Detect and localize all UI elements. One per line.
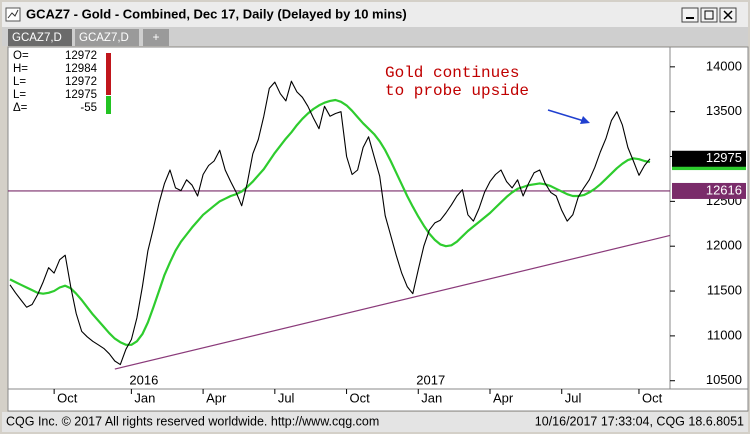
time-axis xyxy=(7,388,749,412)
year-label: 2016 xyxy=(129,372,158,387)
last-price-tag: 12975 xyxy=(706,150,742,165)
annotation-arrow xyxy=(547,109,585,122)
plot-area xyxy=(7,46,671,390)
y-tick-label: 13500 xyxy=(706,103,742,118)
quote-box-bg xyxy=(10,49,112,115)
quote-value: 12984 xyxy=(65,63,98,75)
plot xyxy=(8,80,671,370)
y-tick-label: 14000 xyxy=(706,58,742,73)
quote-label: L= xyxy=(13,89,26,101)
tab-label[interactable]: + xyxy=(152,30,159,44)
quote-bar-red xyxy=(106,53,111,95)
tab[interactable] xyxy=(75,29,139,46)
quote-label: L= xyxy=(13,76,26,88)
moving-average-line xyxy=(9,98,651,346)
quote-box: O= 12972 H= 12984 L= 12972 L= 12975 Δ= -55 xyxy=(10,49,112,115)
last-price-tag-bg xyxy=(672,150,746,167)
year-label: 2017 xyxy=(416,372,445,387)
quote-bar-green xyxy=(106,96,111,114)
y-tick-label: 10500 xyxy=(706,372,742,387)
x-tick-label: Oct xyxy=(57,390,78,405)
hline-price-tag-bg xyxy=(672,182,746,199)
price-axis xyxy=(669,46,749,390)
title-bar xyxy=(2,2,748,27)
annotation: Gold continues xyxy=(385,64,519,82)
restore-glyph xyxy=(704,10,714,20)
x-tick-label: Apr xyxy=(206,390,227,405)
hline-price-tag: 12616 xyxy=(706,182,742,197)
x-tick-label: Oct xyxy=(350,390,371,405)
quote-value: 12975 xyxy=(65,89,97,101)
footer-copyright: CQG Inc. © 2017 All rights reserved worl… xyxy=(6,414,379,428)
price-line xyxy=(9,80,651,366)
tab-bar xyxy=(2,27,748,46)
x-tick-label: Jan xyxy=(134,390,155,405)
quote-value: -55 xyxy=(80,102,97,114)
quote-value: 12972 xyxy=(65,76,97,88)
tab[interactable] xyxy=(8,29,72,46)
y-tick-label: 12000 xyxy=(706,238,742,253)
x-tick-label: Jul xyxy=(278,390,295,405)
tab-label[interactable]: GCAZ7,D xyxy=(12,32,62,44)
close-glyph xyxy=(723,10,733,20)
window-icon-glyph xyxy=(7,9,19,19)
status-bar xyxy=(2,412,748,432)
footer-timestamp: 10/16/2017 17:33:04, CQG 18.6.8051 xyxy=(535,414,744,428)
y-tick-label: 11000 xyxy=(707,327,742,342)
tab-label[interactable]: GCAZ7,D xyxy=(79,32,129,44)
quote-value: 12972 xyxy=(65,50,97,62)
annotation-arrowhead xyxy=(580,116,590,124)
trend-line xyxy=(114,234,671,370)
x-tick-label: Apr xyxy=(493,390,514,405)
x-tick-label: Jan xyxy=(421,390,442,405)
annotation: to probe upside xyxy=(385,82,529,100)
y-tick-label: 11500 xyxy=(707,282,742,297)
window-title: GCAZ7 - Gold - Combined, Dec 17, Daily (… xyxy=(26,6,407,21)
tab[interactable] xyxy=(143,29,169,46)
x-tick-label: Oct xyxy=(642,390,663,405)
restore-button[interactable] xyxy=(700,7,718,23)
minimize-button[interactable] xyxy=(681,7,699,23)
quote-label: O= xyxy=(13,50,29,62)
quote-label: H= xyxy=(13,63,28,75)
x-tick-label: Jul xyxy=(565,390,582,405)
quote-label: Δ= xyxy=(13,102,28,114)
